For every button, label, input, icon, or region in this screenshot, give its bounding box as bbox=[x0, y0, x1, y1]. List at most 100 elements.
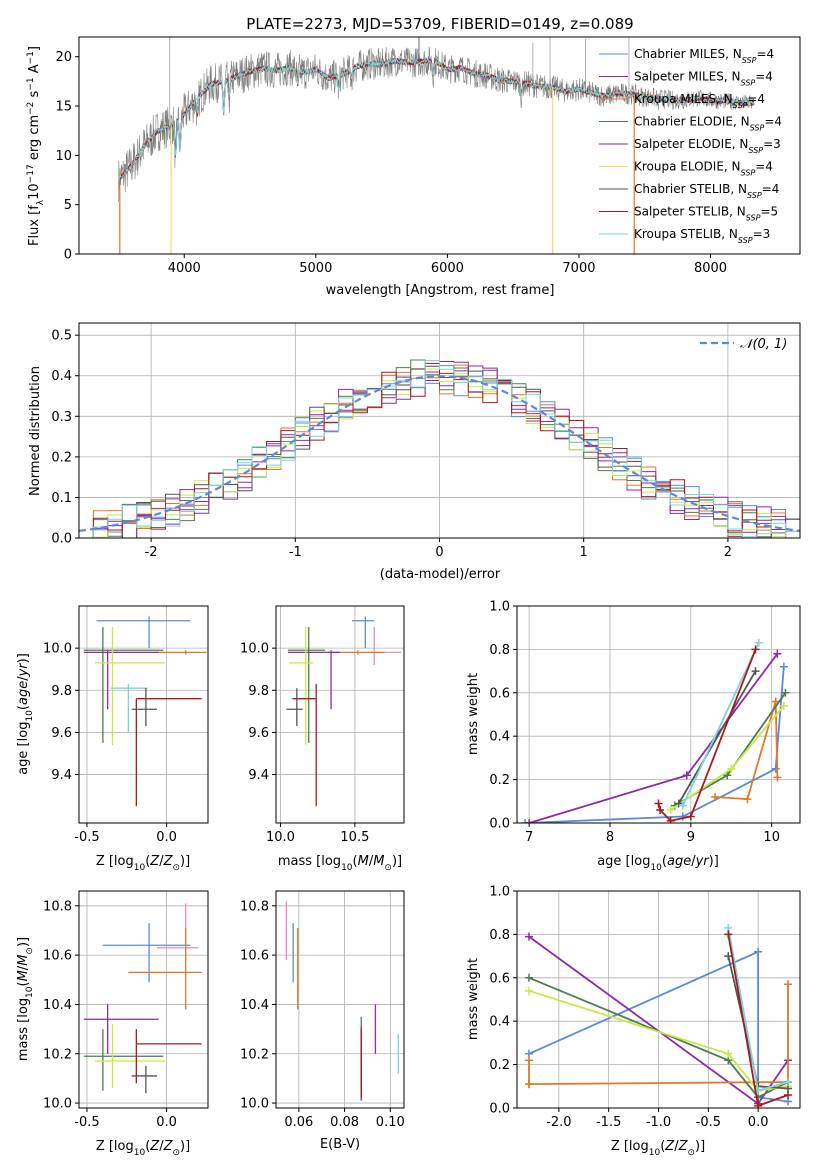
legend-label: Kroupa STELIB, NSSP=3 bbox=[634, 227, 770, 245]
y-tick-label: 10.8 bbox=[240, 899, 269, 914]
weight-line bbox=[715, 701, 779, 801]
legend-label: Salpeter MILES, NSSP=4 bbox=[634, 70, 773, 88]
weight-marker bbox=[779, 662, 788, 671]
x-tick-label: 0.06 bbox=[284, 1115, 313, 1130]
x-axis-label: wavelength [Angstrom, rest frame] bbox=[326, 283, 555, 298]
x-axis-label: mass [log10(M/M⊙)] bbox=[278, 854, 402, 873]
x-tick-label: -1.0 bbox=[646, 1115, 671, 1130]
age-z-panel: -0.5 0.0 9.4 9.6 9.8 10.0 Z [log10(Z/Z⊙)] age [… bbox=[16, 605, 209, 873]
legend-label: Kroupa ELODIE, NSSP=4 bbox=[634, 160, 773, 178]
y-tick-label: 10.0 bbox=[43, 642, 72, 657]
y-tick-label: 10.8 bbox=[43, 899, 72, 914]
x-tick-label: 10.0 bbox=[266, 830, 295, 845]
y-tick-label: 0 bbox=[64, 248, 72, 263]
y-tick-label: 10.4 bbox=[240, 998, 269, 1013]
y-tick-label: 0.4 bbox=[489, 1015, 510, 1030]
weight-marker bbox=[784, 1077, 793, 1086]
y-tick-label: 10.0 bbox=[43, 1097, 72, 1112]
legend-label: 𝒩(0, 1) bbox=[740, 337, 787, 352]
plot-area bbox=[524, 923, 793, 1108]
weight-marker bbox=[521, 819, 530, 823]
legend-label: Salpeter ELODIE, NSSP=3 bbox=[634, 137, 781, 155]
chart-title: PLATE=2273, MJD=53709, FIBERID=0149, z=0… bbox=[246, 15, 633, 33]
legend-label: Chabrier MILES, NSSP=4 bbox=[634, 47, 774, 65]
residual-histogram bbox=[79, 364, 800, 538]
y-tick-label: 1.0 bbox=[489, 600, 510, 615]
x-axis-label: Z [log10(Z/Z⊙)] bbox=[96, 1139, 190, 1158]
weight-marker bbox=[682, 771, 691, 780]
y-tick-label: 0.0 bbox=[51, 532, 72, 547]
legend-label: Chabrier STELIB, NSSP=4 bbox=[634, 182, 779, 200]
y-tick-label: 10 bbox=[55, 149, 72, 164]
weight-marker bbox=[678, 801, 687, 810]
y-tick-label: 9.6 bbox=[248, 726, 269, 741]
x-tick-label: 4000 bbox=[168, 261, 201, 276]
weight-marker bbox=[773, 773, 782, 782]
plot-area bbox=[83, 903, 202, 1094]
weight-marker bbox=[784, 1090, 793, 1099]
plot-area bbox=[521, 638, 790, 823]
x-tick-label: 0.10 bbox=[376, 1115, 405, 1130]
x-tick-label: 0.0 bbox=[156, 1115, 177, 1130]
weight-line bbox=[525, 666, 785, 823]
weight-marker bbox=[754, 947, 763, 956]
x-axis-label: Z [log10(Z/Z⊙)] bbox=[96, 854, 190, 873]
y-axis-label: mass weight bbox=[466, 958, 481, 1040]
axes-frame bbox=[78, 36, 801, 255]
weight-marker bbox=[686, 812, 695, 821]
y-tick-label: 0.1 bbox=[51, 491, 72, 506]
weight-marker bbox=[524, 973, 533, 982]
y-tick-label: 0.2 bbox=[51, 450, 72, 465]
y-tick-label: 9.8 bbox=[248, 684, 269, 699]
model-spectrum bbox=[118, 58, 755, 183]
y-axis-label: Normed distribution bbox=[28, 366, 43, 496]
y-tick-label: 0.6 bbox=[489, 686, 510, 701]
x-axis-label: Z [log10(Z/Z⊙)] bbox=[611, 1139, 705, 1158]
x-axis-label: E(B-V) bbox=[320, 1137, 360, 1152]
weight-marker bbox=[771, 764, 780, 773]
x-tick-label: -2 bbox=[145, 545, 158, 560]
y-tick-label: 0.0 bbox=[489, 817, 510, 832]
y-tick-label: 0.0 bbox=[489, 1102, 510, 1117]
y-tick-label: 20 bbox=[55, 50, 72, 65]
x-tick-label: 0 bbox=[435, 545, 443, 560]
weight-marker bbox=[711, 792, 720, 801]
y-tick-label: 0.6 bbox=[489, 971, 510, 986]
x-tick-label: 2 bbox=[724, 545, 732, 560]
weight-line bbox=[657, 649, 757, 822]
weight-marker bbox=[666, 805, 675, 814]
plot-area bbox=[285, 900, 399, 1101]
y-tick-label: 0.4 bbox=[51, 369, 72, 384]
weight-line bbox=[528, 653, 779, 823]
x-tick-label: 8 bbox=[606, 830, 614, 845]
axes-frame bbox=[275, 605, 405, 824]
x-axis-label: (data-model)/error bbox=[380, 567, 501, 582]
weight-marker bbox=[781, 688, 790, 697]
x-tick-label: 7 bbox=[525, 830, 533, 845]
y-tick-label: 9.4 bbox=[51, 768, 72, 783]
weight-marker bbox=[524, 1080, 533, 1089]
age-mass-panel: 10.0 10.5 9.4 9.6 9.8 10.0 mass [log10(M/M⊙)] bbox=[240, 605, 405, 873]
y-tick-label: 0.4 bbox=[489, 730, 510, 745]
y-tick-label: 9.8 bbox=[51, 684, 72, 699]
legend-label: Kroupa MILES, NSSP=4 bbox=[634, 92, 765, 110]
weight-line bbox=[681, 642, 760, 806]
weight-marker bbox=[524, 1056, 533, 1065]
x-tick-label: -0.5 bbox=[696, 1115, 721, 1130]
axes-frame bbox=[78, 890, 209, 1109]
x-axis-label: age [log10(age/yr)] bbox=[597, 854, 719, 873]
weight-marker bbox=[754, 638, 763, 647]
mass-ebv-panel: 0.06 0.08 0.10 10.0 10.2 10.4 10.6 10.8 E(B-V) bbox=[240, 890, 405, 1152]
residual-histogram bbox=[79, 365, 800, 538]
weight-marker bbox=[525, 819, 534, 823]
weight-age-panel: 7 8 9 10 0.0 0.2 0.4 0.6 0.8 1.0 age [log10(age/yr… bbox=[466, 600, 801, 873]
weight-z-panel: -2.0 -1.5 -1.0 -0.5 0.0 0.0 0.2 0.4 0.6 0.8 1.0 Z [… bbox=[466, 885, 801, 1158]
weight-marker bbox=[666, 816, 675, 823]
weight-marker bbox=[784, 980, 793, 989]
weight-marker bbox=[678, 812, 687, 821]
weight-marker bbox=[524, 932, 533, 941]
y-tick-label: 1.0 bbox=[489, 885, 510, 900]
y-tick-label: 0.8 bbox=[489, 643, 510, 658]
plot-area bbox=[118, 37, 755, 254]
x-tick-label: 7000 bbox=[562, 261, 595, 276]
